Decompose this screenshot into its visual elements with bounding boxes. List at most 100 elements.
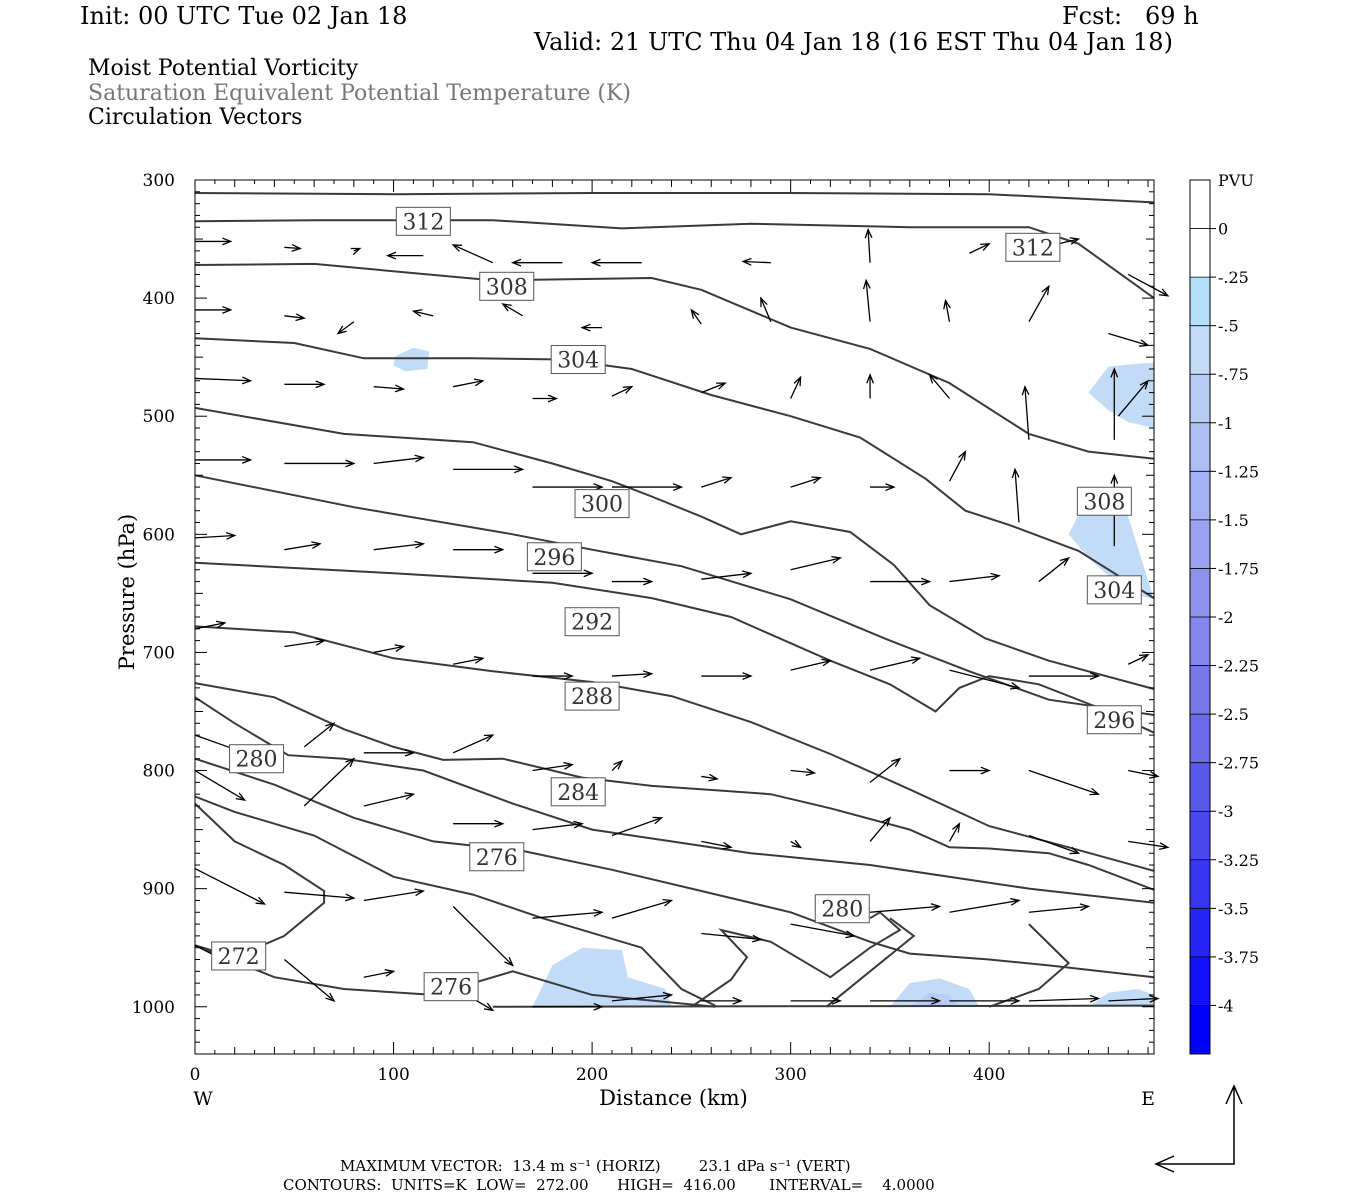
svg-text:288: 288 xyxy=(571,685,613,710)
circulation-vector-79 xyxy=(790,768,817,777)
contour-label-11: 280 xyxy=(229,744,285,774)
circulation-vector-86 xyxy=(363,792,416,807)
circulation-vector-6 xyxy=(590,258,642,267)
circulation-vector-78 xyxy=(701,773,719,782)
contour-label-13: 276 xyxy=(469,842,525,872)
circulation-vector-92 xyxy=(869,816,892,842)
circulation-vector-75 xyxy=(452,734,495,754)
colorbar-swatch-5 xyxy=(1190,422,1210,472)
colorbar-level-2: -.5 xyxy=(1218,317,1239,336)
colorbar-swatch-13 xyxy=(1190,811,1210,861)
circulation-vector-11 xyxy=(1127,273,1170,297)
colorbar-level-16: -4 xyxy=(1218,996,1234,1015)
circulation-vector-17 xyxy=(580,323,603,332)
circulation-vector-91 xyxy=(790,839,803,849)
x-tick-label-4: 400 xyxy=(973,1065,1005,1085)
circulation-vector-73 xyxy=(303,722,336,748)
circulation-vector-32 xyxy=(866,373,875,399)
theta-contour-4 xyxy=(194,406,1155,690)
circulation-vector-20 xyxy=(862,278,871,322)
field-title-pv: Moist Potential Vorticity xyxy=(88,56,359,81)
theta-contour-16 xyxy=(988,923,1071,1008)
y-tick-label-4: 700 xyxy=(143,643,175,663)
circulation-vector-21 xyxy=(943,298,951,322)
circulation-vector-26 xyxy=(373,384,406,393)
contour-label-7: 304 xyxy=(1086,575,1142,605)
circulation-vector-83 xyxy=(1128,769,1160,779)
svg-text:276: 276 xyxy=(430,976,472,1001)
circulation-vector-109 xyxy=(363,969,396,978)
circulation-vector-89 xyxy=(611,816,664,837)
circulation-vector-61 xyxy=(284,637,326,648)
circulation-vector-33 xyxy=(928,373,950,399)
contour-label-9: 288 xyxy=(564,681,620,711)
circulation-vector-111 xyxy=(532,1002,604,1011)
colorbar-level-10: -2.5 xyxy=(1218,705,1249,724)
circulation-vector-88 xyxy=(532,820,584,831)
theta-contour-14 xyxy=(690,911,902,1008)
circulation-vector-7 xyxy=(741,257,771,266)
circulation-vector-37 xyxy=(195,455,253,464)
colorbar-title: PVU xyxy=(1218,171,1254,190)
circulation-vector-62 xyxy=(373,644,406,654)
theta-contour-0 xyxy=(194,192,1155,204)
circulation-vector-96 xyxy=(194,867,267,905)
circulation-vector-58 xyxy=(949,572,1001,583)
max-vector-note: MAXIMUM VECTOR: 13.4 m s⁻¹ (HORIZ) 23.1 … xyxy=(340,1157,851,1175)
svg-text:304: 304 xyxy=(1093,579,1135,604)
circulation-vector-49 xyxy=(194,532,237,540)
contour-label-6: 296 xyxy=(526,542,582,572)
contour-label-5: 308 xyxy=(1076,486,1132,516)
circulation-vector-45 xyxy=(870,483,896,492)
colorbar-level-15: -3.75 xyxy=(1218,948,1259,967)
theta-contour-6 xyxy=(194,561,1155,734)
circulation-vector-8 xyxy=(864,227,873,263)
contour-label-15: 272 xyxy=(211,941,267,971)
circulation-vector-2 xyxy=(350,247,362,256)
circulation-vector-66 xyxy=(701,672,753,680)
circulation-vector-42 xyxy=(611,483,684,492)
circulation-vector-9 xyxy=(969,243,991,254)
circulation-vector-36 xyxy=(1117,379,1150,417)
colorbar-swatch-8 xyxy=(1190,568,1210,618)
circulation-vector-74 xyxy=(363,748,416,757)
circulation-vector-108 xyxy=(283,959,336,1002)
colorbar-swatch-11 xyxy=(1190,714,1210,764)
pv-region-5 xyxy=(1088,989,1154,1007)
circulation-vector-69 xyxy=(949,669,1021,690)
circulation-vector-0 xyxy=(195,237,233,246)
circulation-vector-94 xyxy=(1028,834,1081,855)
contour-label-10: 296 xyxy=(1086,705,1142,735)
y-tick-label-1: 400 xyxy=(143,289,175,309)
colorbar-swatch-1 xyxy=(1190,228,1210,278)
circulation-vector-22 xyxy=(1028,284,1050,323)
pv-region-4 xyxy=(889,978,980,1007)
forecast-hour: Fcst: 69 h xyxy=(1062,2,1199,30)
x-tick-label-1: 100 xyxy=(377,1065,409,1085)
svg-text:312: 312 xyxy=(402,210,444,235)
circulation-vector-28 xyxy=(532,394,559,403)
y-tick-label-0: 300 xyxy=(143,171,175,191)
circulation-vector-38 xyxy=(284,459,356,468)
pv-region-0 xyxy=(393,347,430,372)
colorbar-level-13: -3.25 xyxy=(1218,851,1259,870)
circulation-vector-115 xyxy=(870,996,942,1005)
circulation-vector-98 xyxy=(363,888,426,902)
circulation-vector-23 xyxy=(1108,332,1150,347)
valid-time: Valid: 21 UTC Thu 04 Jan 18 (16 EST Thu … xyxy=(534,28,1173,56)
circulation-vector-105 xyxy=(949,897,1021,913)
circulation-vector-5 xyxy=(510,258,563,267)
y-axis-label: Pressure (hPa) xyxy=(115,514,139,670)
x-tick-label-0: 0 xyxy=(190,1065,201,1085)
circulation-vectors xyxy=(194,227,1170,1012)
circulation-vector-116 xyxy=(949,996,1021,1005)
circulation-vector-19 xyxy=(760,296,772,322)
circulation-vector-112 xyxy=(611,991,674,1002)
circulation-vector-85 xyxy=(303,757,356,807)
theta-contour-12 xyxy=(194,802,326,959)
circulation-vector-18 xyxy=(690,308,702,325)
circulation-vector-81 xyxy=(949,766,991,775)
svg-text:276: 276 xyxy=(476,846,518,871)
x-end-label-east: E xyxy=(1141,1088,1155,1110)
x-tick-label-2: 200 xyxy=(576,1065,608,1085)
